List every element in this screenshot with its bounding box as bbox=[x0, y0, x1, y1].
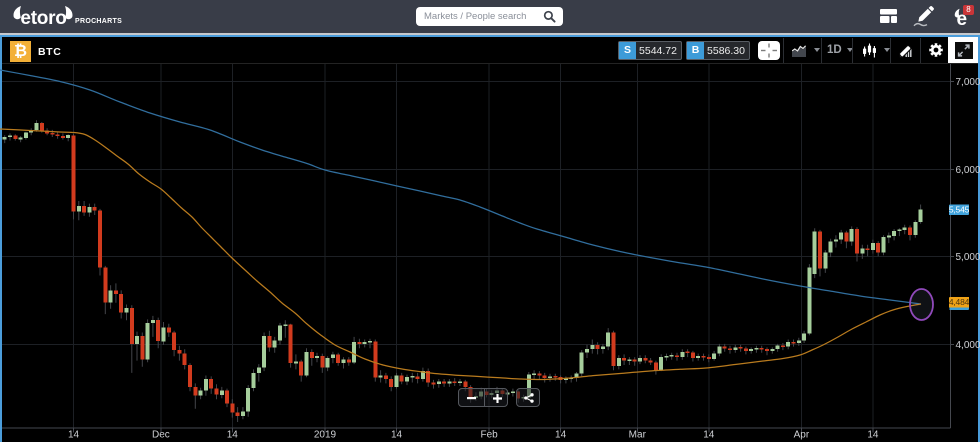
svg-text:Apr: Apr bbox=[794, 430, 810, 441]
svg-text:14: 14 bbox=[867, 430, 879, 441]
svg-text:14: 14 bbox=[227, 430, 239, 441]
svg-text:Mar: Mar bbox=[629, 430, 647, 441]
svg-text:4,484: 4,484 bbox=[949, 297, 970, 307]
svg-text:14: 14 bbox=[391, 430, 403, 441]
svg-text:5,000: 5,000 bbox=[956, 252, 980, 263]
svg-text:14: 14 bbox=[703, 430, 715, 441]
svg-text:Feb: Feb bbox=[480, 430, 498, 441]
svg-text:5,545: 5,545 bbox=[949, 204, 970, 214]
svg-text:e: e bbox=[957, 9, 968, 27]
svg-text:etoro: etoro bbox=[20, 8, 66, 29]
svg-text:6,000: 6,000 bbox=[956, 165, 980, 176]
svg-text:14: 14 bbox=[68, 430, 80, 441]
svg-text:14: 14 bbox=[555, 430, 567, 441]
svg-text:Dec: Dec bbox=[152, 430, 170, 441]
svg-text:7,000: 7,000 bbox=[956, 77, 980, 88]
svg-text:4,000: 4,000 bbox=[956, 340, 980, 351]
svg-text:2019: 2019 bbox=[314, 430, 337, 441]
